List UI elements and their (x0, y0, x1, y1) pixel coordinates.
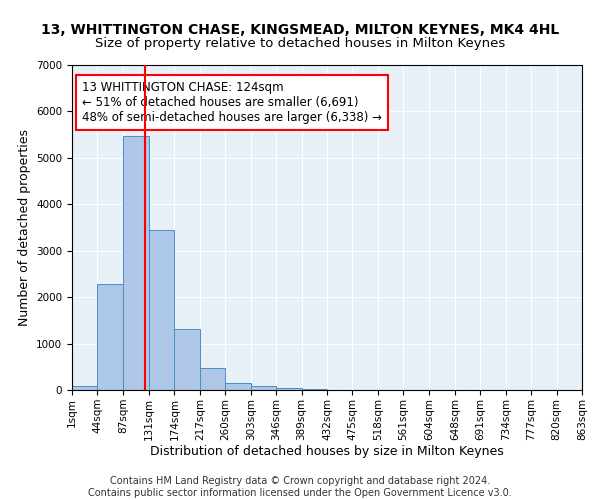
Text: Contains HM Land Registry data © Crown copyright and database right 2024.
Contai: Contains HM Land Registry data © Crown c… (88, 476, 512, 498)
Text: 13, WHITTINGTON CHASE, KINGSMEAD, MILTON KEYNES, MK4 4HL: 13, WHITTINGTON CHASE, KINGSMEAD, MILTON… (41, 22, 559, 36)
Text: Size of property relative to detached houses in Milton Keynes: Size of property relative to detached ho… (95, 38, 505, 51)
Bar (97, 284, 123, 390)
Bar (276, 388, 302, 390)
Bar (251, 386, 276, 390)
Y-axis label: Number of detached properties: Number of detached properties (17, 129, 31, 326)
Bar (72, 386, 97, 390)
X-axis label: Distribution of detached houses by size in Milton Keynes: Distribution of detached houses by size … (150, 446, 504, 458)
Bar (175, 328, 200, 390)
Bar (149, 230, 175, 390)
Bar (123, 136, 149, 390)
Bar (200, 368, 225, 390)
Text: 13 WHITTINGTON CHASE: 124sqm
← 51% of detached houses are smaller (6,691)
48% of: 13 WHITTINGTON CHASE: 124sqm ← 51% of de… (82, 81, 382, 124)
Bar (225, 383, 251, 390)
Bar (302, 389, 327, 390)
